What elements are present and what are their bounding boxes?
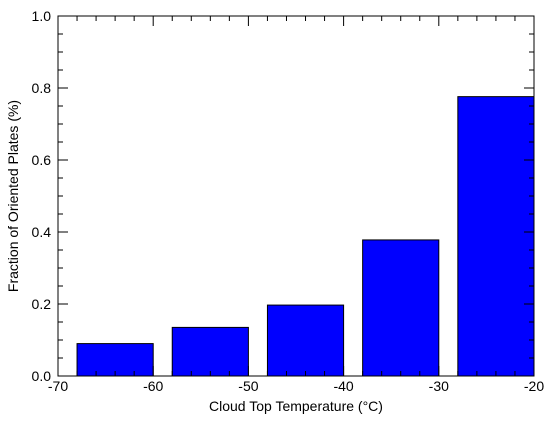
bars-group [76,96,535,377]
y-tick-label: 0.8 [32,80,52,96]
tick-labels-group: -70 -60 -50 -40 -30 -20 0.0 0.2 0.4 0.6 0.8 1.0 [32,8,545,394]
x-tick-label: -20 [524,378,544,394]
bar-3 [266,304,345,377]
y-tick-label: 0.0 [32,368,52,384]
x-tick-label: -40 [333,378,353,394]
y-tick-label: 0.2 [32,296,52,312]
y-tick-label: 0.4 [32,224,52,240]
x-tick-label: -70 [48,378,68,394]
x-axis-label: Cloud Top Temperature (°C) [209,398,383,414]
x-tick-label: -60 [143,378,163,394]
bar-4 [362,239,440,377]
y-tick-label: 0.6 [32,152,52,168]
bar-2 [171,326,249,377]
y-tick-label: 1.0 [32,8,52,24]
y-axis-label: Fraction of Oriented Plates (%) [5,100,21,292]
x-tick-label: -50 [238,378,258,394]
ticks-group [57,15,535,377]
x-tick-label: -30 [429,378,449,394]
bar-1 [76,343,154,377]
bar-5 [457,96,535,377]
